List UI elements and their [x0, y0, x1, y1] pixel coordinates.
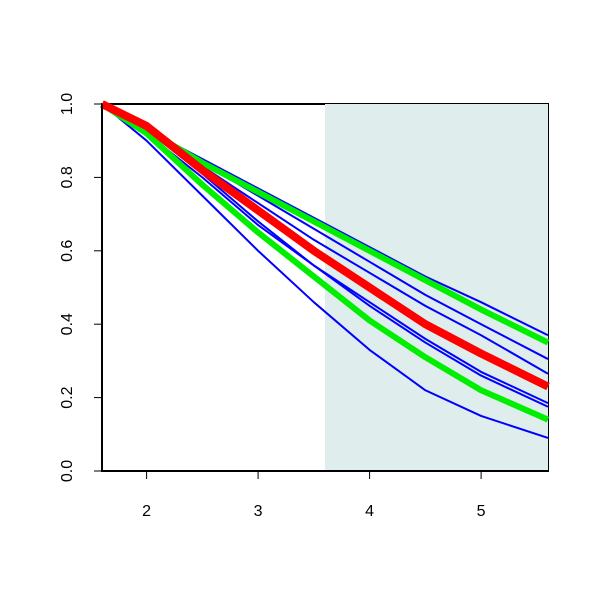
y-tick-label: 0.4 — [59, 313, 76, 335]
curve — [101, 103, 549, 439]
x-tick-label: 4 — [365, 503, 374, 520]
x-tick-label: 2 — [142, 503, 151, 520]
y-tick-label: 0.6 — [59, 240, 76, 262]
x-tick-label: 3 — [254, 503, 263, 520]
curve — [100, 100, 550, 391]
curve — [100, 101, 550, 423]
y-tick-label: 0.2 — [59, 386, 76, 408]
y-tick-label: 1.0 — [59, 93, 76, 115]
y-tick-label: 0.8 — [59, 166, 76, 188]
x-tick-label: 5 — [477, 503, 486, 520]
y-tick-label: 0.0 — [59, 460, 76, 482]
